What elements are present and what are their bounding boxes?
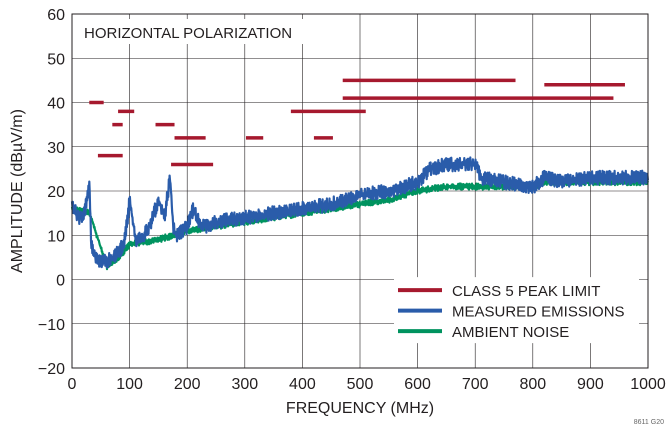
y-tick-label: 60 <box>47 7 65 24</box>
x-tick-label: 200 <box>174 376 201 393</box>
plot-frame <box>71 13 649 369</box>
y-tick-label: 10 <box>47 228 65 245</box>
x-tick-label: 1000 <box>630 376 666 393</box>
measured-emissions-line <box>70 156 649 269</box>
chart-title-background <box>76 19 314 44</box>
x-tick-label: 0 <box>68 376 77 393</box>
x-tick-label: 700 <box>462 376 489 393</box>
x-tick-label: 500 <box>347 376 374 393</box>
legend: CLASS 5 PEAK LIMIT MEASURED EMISSIONS AMBI… <box>394 277 639 344</box>
y-tick-label: 20 <box>47 184 65 201</box>
figure-id: 8611 G20 <box>634 419 664 426</box>
x-axis-label: FREQUENCY (MHz) <box>286 400 434 417</box>
x-tick-label: 900 <box>577 376 604 393</box>
chart-title: HORIZONTAL POLARIZATION <box>84 25 292 42</box>
x-tick-label: 800 <box>519 376 546 393</box>
tick-labels: 0 100 200 300 400 500 600 700 800 900 1000 −20 −10 0 1… <box>38 7 666 393</box>
y-tick-label: 0 <box>56 273 65 290</box>
y-tick-label: −20 <box>38 361 65 378</box>
x-tick-label: 100 <box>116 376 143 393</box>
x-tick-label: 600 <box>404 376 431 393</box>
y-tick-label: 40 <box>47 96 65 113</box>
y-tick-label: 30 <box>47 140 65 157</box>
y-tick-label: 50 <box>47 51 65 68</box>
legend-label: CLASS 5 PEAK LIMIT <box>452 283 600 300</box>
x-tick-label: 300 <box>231 376 258 393</box>
y-axis-label: AMPLITUDE (dBµV/m) <box>9 109 26 273</box>
plot-series <box>70 78 649 271</box>
y-tick-label: −10 <box>38 317 65 334</box>
legend-label: MEASURED EMISSIONS <box>452 304 625 321</box>
x-tick-label: 400 <box>289 376 316 393</box>
legend-label: AMBIENT NOISE <box>452 324 569 341</box>
